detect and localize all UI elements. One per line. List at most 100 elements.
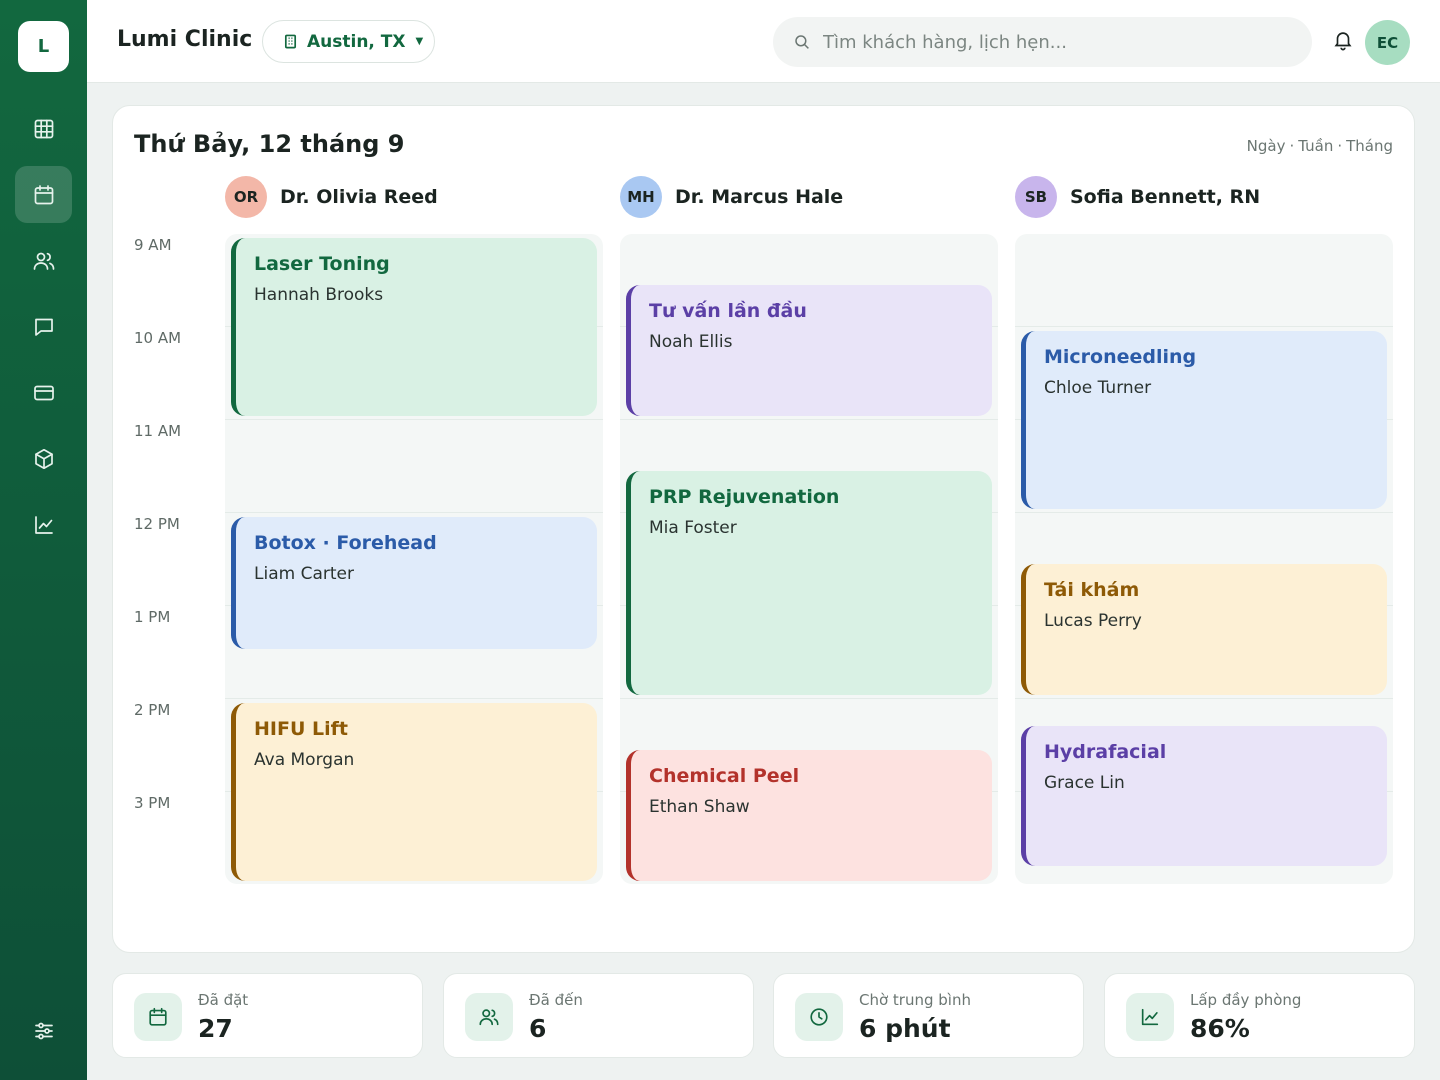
stat-icon-box <box>1126 993 1174 1041</box>
appointment-block[interactable]: Botox · Forehead Liam Carter <box>231 517 597 649</box>
sidebar-item-calendar[interactable] <box>15 166 72 223</box>
hour-label: 3 PM <box>134 794 171 812</box>
appointment-client: Hannah Brooks <box>254 285 384 305</box>
provider-column[interactable]: Tư vấn lần đầu Noah Ellis PRP Rejuvenation… <box>620 234 998 884</box>
box-icon <box>34 448 53 469</box>
stat-value: 6 <box>529 1014 547 1043</box>
appointment-block[interactable]: Chemical Peel Ethan Shaw <box>626 749 992 881</box>
building-icon <box>284 34 297 49</box>
hour-gridline <box>1015 512 1393 513</box>
sidebar-item-payments[interactable] <box>15 364 72 421</box>
provider-avatar: MH <box>620 176 662 218</box>
chart-icon <box>1141 1008 1159 1026</box>
sidebar-item-clients[interactable] <box>15 232 72 289</box>
location-selector[interactable]: Austin, TX ▼ <box>262 20 435 63</box>
appointment-block[interactable]: Laser Toning Hannah Brooks <box>231 238 597 416</box>
stat-label: Đã đặt <box>198 991 249 1009</box>
search-input[interactable] <box>823 31 1263 53</box>
provider-header[interactable]: MH Dr. Marcus Hale <box>620 175 843 219</box>
provider-header[interactable]: SB Sofia Bennett, RN <box>1015 175 1260 219</box>
appointment-block[interactable]: HIFU Lift Ava Morgan <box>231 703 597 881</box>
clinic-logo[interactable]: L <box>18 21 69 72</box>
chat-icon <box>34 318 53 336</box>
hour-gridline <box>225 419 603 420</box>
provider-avatar: SB <box>1015 176 1057 218</box>
hour-label: 10 AM <box>134 329 182 347</box>
appointment-service: Chemical Peel <box>649 764 800 787</box>
view-week-tab[interactable]: Tuần <box>1298 137 1334 155</box>
appointment-block[interactable]: PRP Rejuvenation Mia Foster <box>626 470 992 695</box>
stat-label: Chờ trung bình <box>859 991 971 1009</box>
appointment-block[interactable]: Microneedling Chloe Turner <box>1021 331 1387 509</box>
hour-gridline <box>1015 698 1393 699</box>
users-icon <box>33 252 54 270</box>
appointment-service: Tái khám <box>1044 578 1140 601</box>
notifications-button[interactable] <box>1332 29 1356 53</box>
stat-card-avg-wait: Chờ trung bình 6 phút <box>773 973 1084 1058</box>
settings-sliders-icon <box>34 1022 53 1039</box>
appointment-service: Microneedling <box>1044 346 1197 368</box>
hour-gridline <box>620 419 998 420</box>
appointment-client: Liam Carter <box>254 564 354 584</box>
appointment-client: Mia Foster <box>649 517 737 538</box>
appointment-service: Tư vấn lần đầu <box>649 299 807 322</box>
provider-header[interactable]: OR Dr. Olivia Reed <box>225 175 438 219</box>
calendar-icon <box>149 1007 167 1026</box>
calendar-icon <box>34 184 53 204</box>
stat-card-arrived: Đã đến 6 <box>443 973 754 1058</box>
stat-card-booked: Đã đặt 27 <box>112 973 423 1058</box>
provider-name: Dr. Marcus Hale <box>675 186 844 208</box>
appointment-service: Hydrafacial <box>1044 741 1167 764</box>
bell-icon <box>1334 32 1352 51</box>
sidebar-item-inventory[interactable] <box>15 430 72 487</box>
search-bar <box>773 17 1312 67</box>
separator-dot: · <box>1289 137 1295 155</box>
hour-gridline <box>620 698 998 699</box>
stat-card-occupancy: Lấp đầy phòng 86% <box>1104 973 1415 1058</box>
appointment-client: Grace Lin <box>1044 773 1125 794</box>
stat-icon-box <box>465 993 513 1041</box>
appointment-service: Botox · Forehead <box>254 532 437 554</box>
provider-avatar: OR <box>225 176 267 218</box>
appointment-service: Laser Toning <box>254 253 390 275</box>
user-avatar[interactable]: EC <box>1365 20 1410 65</box>
hour-gridline <box>225 512 603 513</box>
stat-icon-box <box>795 993 843 1041</box>
view-day-tab[interactable]: Ngày <box>1246 137 1286 155</box>
sidebar-item-dashboard[interactable] <box>15 100 72 157</box>
hour-label: 9 AM <box>134 236 172 254</box>
date-title: Thứ Bảy, 12 tháng 9 <box>134 130 405 158</box>
stat-value: 6 phút <box>859 1014 951 1043</box>
stat-icon-box <box>134 993 182 1041</box>
view-month-tab[interactable]: Tháng <box>1346 137 1393 155</box>
appointment-block[interactable]: Hydrafacial Grace Lin <box>1021 726 1387 866</box>
provider-column[interactable]: Microneedling Chloe Turner Tái khám Lucas P… <box>1015 234 1393 884</box>
hour-label: 11 AM <box>134 422 182 440</box>
search-icon <box>795 35 809 49</box>
sidebar-item-reports[interactable] <box>15 496 72 553</box>
stat-value: 86% <box>1190 1014 1250 1043</box>
hour-label: 2 PM <box>134 701 171 719</box>
top-bar: Lumi Clinic Austin, TX ▼ EC <box>87 0 1440 83</box>
users-icon <box>479 1009 499 1026</box>
appointment-client: Ava Morgan <box>254 750 355 770</box>
sidebar-item-settings[interactable] <box>15 1002 72 1059</box>
hour-label: 1 PM <box>134 608 171 626</box>
credit-card-icon <box>33 385 54 400</box>
chart-icon <box>34 515 53 534</box>
appointment-client: Lucas Perry <box>1044 610 1142 631</box>
clock-icon <box>810 1008 828 1026</box>
location-label: Austin, TX <box>307 31 406 52</box>
brand-name: Lumi Clinic <box>117 27 253 52</box>
appointment-service: HIFU Lift <box>254 718 348 740</box>
provider-column[interactable]: Laser Toning Hannah Brooks Botox · Forehea… <box>225 234 603 884</box>
provider-name: Dr. Olivia Reed <box>280 186 438 208</box>
appointment-client: Chloe Turner <box>1044 378 1152 398</box>
appointment-service: PRP Rejuvenation <box>649 485 840 508</box>
appointment-block[interactable]: Tái khám Lucas Perry <box>1021 563 1387 695</box>
stat-label: Lấp đầy phòng <box>1190 991 1302 1009</box>
sidebar-item-messages[interactable] <box>15 298 72 355</box>
separator-dot: · <box>1337 137 1343 155</box>
appointment-block[interactable]: Tư vấn lần đầu Noah Ellis <box>626 284 992 416</box>
logo-letter: L <box>37 36 50 57</box>
